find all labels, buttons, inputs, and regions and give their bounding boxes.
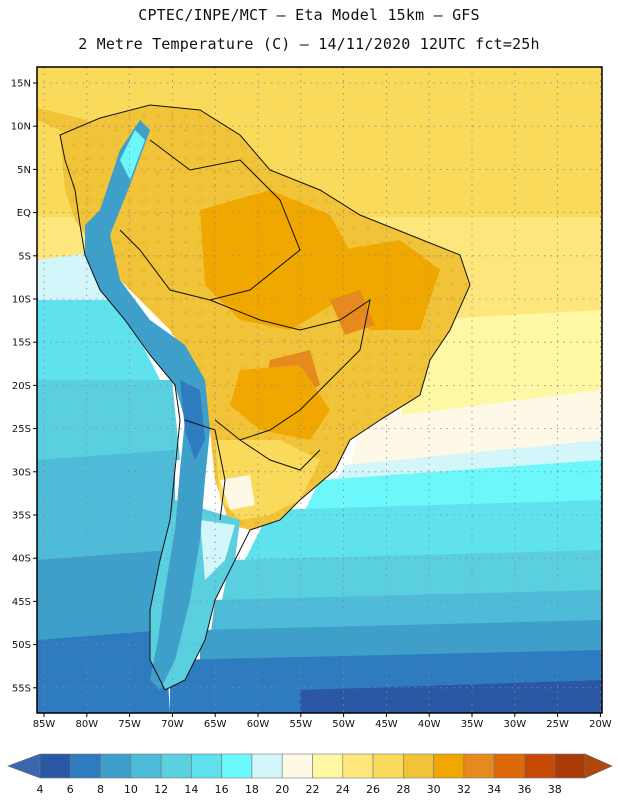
lon-tick-label: 70W <box>161 719 184 730</box>
legend-swatch <box>524 753 556 779</box>
legend-label: 26 <box>366 783 380 796</box>
legend-label: 10 <box>124 783 138 796</box>
lon-tick-label: 80W <box>75 719 98 730</box>
longitude-ticks: 85W 80W 75W 70W 65W 60W 55W 50W 45W 40W 35W 30W 25W 2… <box>33 713 612 730</box>
field-atlantic-6 <box>300 680 602 713</box>
field-pacific-16 <box>37 300 170 400</box>
legend-label: 8 <box>97 783 104 796</box>
legend-swatch <box>160 753 192 779</box>
legend-swatch <box>281 753 313 779</box>
legend-swatch <box>463 753 495 779</box>
pampas-mild <box>220 475 255 510</box>
colombian-andes <box>120 130 145 180</box>
legend-label: 4 <box>37 783 44 796</box>
border-south <box>239 439 321 471</box>
lon-tick-label: 75W <box>118 719 141 730</box>
coastline <box>59 104 471 691</box>
central-america <box>37 108 110 145</box>
lon-tick-label: 20W <box>589 719 612 730</box>
header-line-1: CPTEC/INPE/MCT – Eta Model 15km – GFS <box>138 6 480 24</box>
border-chile-argentina <box>184 419 226 521</box>
legend-label: 24 <box>336 783 350 796</box>
lon-tick-label: 85W <box>33 719 56 730</box>
legend-swatch <box>221 753 253 779</box>
legend-swatch <box>312 753 344 779</box>
patagonia-mild <box>200 520 235 580</box>
lat-tick-label: 30S <box>12 467 31 478</box>
legend-swatch <box>554 753 586 779</box>
lon-tick-label: 35W <box>461 719 484 730</box>
legend-low-arrow <box>7 753 41 779</box>
lat-tick-label: 50S <box>12 640 31 651</box>
legend-label: 38 <box>548 783 562 796</box>
lon-tick-label: 55W <box>289 719 312 730</box>
lat-tick-label: 5N <box>17 165 31 176</box>
legend-swatch <box>342 753 374 779</box>
lon-tick-label: 25W <box>546 719 569 730</box>
border-central <box>209 298 371 441</box>
lon-tick-label: 50W <box>332 719 355 730</box>
field-pacific-8 <box>37 630 170 713</box>
legend-swatch <box>130 753 162 779</box>
lon-tick-label: 60W <box>247 719 270 730</box>
legend-swatch <box>372 753 404 779</box>
lat-tick-label: 45S <box>12 597 31 608</box>
field-atlantic-24 <box>400 310 602 420</box>
lat-tick-label: 25S <box>12 424 31 435</box>
legend-label: 22 <box>306 783 320 796</box>
field-pacific-14 <box>37 380 180 470</box>
lat-tick-label: EQ <box>17 208 31 219</box>
field-pacific-12 <box>37 450 175 570</box>
legend-swatch <box>251 753 283 779</box>
legend-swatch <box>191 753 222 779</box>
hot-core-central <box>230 365 330 440</box>
altiplano <box>180 380 205 460</box>
legend-label: 20 <box>275 783 289 796</box>
lat-tick-label: 5S <box>18 251 31 262</box>
legend-label: 28 <box>396 783 410 796</box>
lon-tick-label: 65W <box>204 719 227 730</box>
lat-tick-label: 10S <box>12 295 31 306</box>
legend-label: 36 <box>517 783 531 796</box>
lat-tick-label: 15N <box>11 79 31 90</box>
legend-swatch <box>39 753 71 779</box>
legend-label: 18 <box>245 783 259 796</box>
lat-tick-label: 15S <box>12 338 31 349</box>
legend-label: 30 <box>427 783 441 796</box>
legend-swatch <box>493 753 525 779</box>
lat-tick-label: 40S <box>12 554 31 565</box>
legend-label: 14 <box>184 783 198 796</box>
legend-label: 12 <box>154 783 168 796</box>
plot-frame <box>36 66 603 714</box>
border-north <box>119 139 301 301</box>
boundaries <box>59 104 471 691</box>
color-legend: 4 6 8 10 12 14 16 18 20 22 24 26 28 30 32 34 36 38 <box>7 753 613 796</box>
legend-swatch <box>403 753 434 779</box>
legend-high-arrow <box>584 753 613 779</box>
hot-spot-tocantins <box>330 290 375 335</box>
andes-cold <box>85 120 210 690</box>
legend-label: 34 <box>487 783 501 796</box>
legend-label: 32 <box>457 783 471 796</box>
lat-tick-label: 55S <box>12 683 31 694</box>
legend-swatch <box>69 753 101 779</box>
lat-tick-label: 10N <box>11 122 31 133</box>
legend-swatch <box>433 753 465 779</box>
header-line-2: 2 Metre Temperature (C) – 14/11/2020 12U… <box>78 35 540 53</box>
temperature-field <box>37 67 602 713</box>
latitude-ticks: 15N 10N 5N EQ 5S 10S 15S 20S 25S 30S 35S 40S 45S 50S 5… <box>11 79 37 694</box>
hot-core-amazon <box>200 190 355 330</box>
lat-tick-label: 20S <box>12 381 31 392</box>
legend-label: 16 <box>215 783 229 796</box>
lon-tick-label: 45W <box>375 719 398 730</box>
lon-tick-label: 40W <box>418 719 441 730</box>
legend-swatch <box>100 753 132 779</box>
lon-tick-label: 30W <box>503 719 526 730</box>
legend-label: 6 <box>67 783 74 796</box>
field-pacific-10 <box>37 550 170 650</box>
lat-tick-label: 35S <box>12 511 31 522</box>
